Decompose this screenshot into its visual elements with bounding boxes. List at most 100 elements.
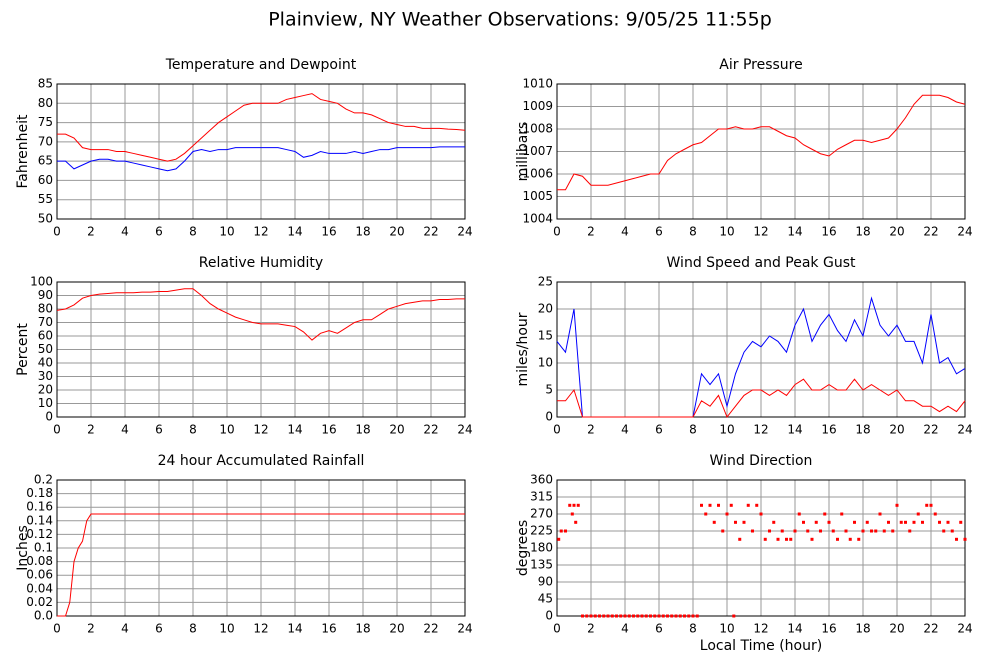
data-point — [810, 537, 814, 541]
data-point — [746, 503, 750, 507]
x-tick-label: 4 — [621, 225, 629, 239]
x-tick-label: 16 — [821, 622, 836, 636]
y-tick-label: 0.08 — [26, 554, 53, 568]
x-tick-label: 2 — [87, 225, 95, 239]
panel-title: Wind Direction — [710, 453, 813, 469]
data-point — [933, 512, 937, 516]
data-point — [848, 537, 852, 541]
y-tick-label: 90 — [538, 575, 553, 589]
data-point — [925, 503, 929, 507]
data-point — [559, 529, 563, 533]
data-point — [789, 537, 793, 541]
x-tick-label: 16 — [321, 622, 336, 636]
data-point — [895, 503, 899, 507]
x-tick-label: 6 — [655, 225, 663, 239]
y-tick-label: 45 — [538, 592, 553, 606]
y-tick-label: 80 — [38, 302, 53, 316]
data-point — [721, 529, 725, 533]
y-tick-label: 0.06 — [26, 568, 53, 582]
x-tick-label: 10 — [719, 622, 734, 636]
x-tick-label: 10 — [219, 225, 234, 239]
y-tick-label: 10 — [38, 396, 53, 410]
x-tick-label: 18 — [855, 225, 870, 239]
data-point — [708, 503, 712, 507]
y-tick-label: 20 — [38, 383, 53, 397]
x-tick-label: 4 — [621, 423, 629, 437]
y-tick-label: 1009 — [522, 99, 553, 113]
data-point — [598, 614, 601, 618]
data-point — [695, 614, 699, 618]
y-tick-label: 0 — [545, 410, 553, 424]
y-tick-label: 15 — [538, 329, 553, 343]
data-line — [57, 93, 466, 162]
data-point — [593, 614, 597, 618]
panel-title: 24 hour Accumulated Rainfall — [158, 453, 365, 469]
x-tick-label: 22 — [423, 423, 438, 437]
data-point — [636, 614, 640, 618]
x-tick-label: 6 — [155, 622, 163, 636]
x-tick-label: 8 — [189, 423, 197, 437]
y-tick-label: 85 — [38, 77, 53, 91]
plot-frame — [56, 479, 466, 617]
x-tick-label: 4 — [121, 423, 129, 437]
data-point — [819, 529, 822, 533]
data-point — [857, 537, 861, 541]
data-point — [674, 614, 678, 618]
x-tick-label: 24 — [957, 423, 972, 437]
data-point — [666, 614, 669, 618]
y-tick-label: 55 — [38, 192, 53, 206]
x-tick-label: 14 — [787, 423, 802, 437]
data-point — [717, 503, 720, 507]
y-tick-label: 1006 — [522, 167, 553, 181]
x-tick-label: 0 — [553, 622, 561, 636]
data-point — [574, 520, 578, 524]
x-tick-label: 20 — [889, 423, 904, 437]
data-point — [644, 614, 648, 618]
data-point — [916, 512, 920, 516]
data-point — [840, 512, 844, 516]
x-tick-label: 8 — [689, 225, 697, 239]
x-tick-label: 10 — [719, 423, 734, 437]
data-point — [950, 529, 954, 533]
x-tick-label: 22 — [923, 622, 938, 636]
data-point — [725, 512, 729, 516]
y-tick-label: 225 — [530, 524, 553, 538]
data-point — [602, 614, 606, 618]
data-point — [942, 529, 946, 533]
data-point — [946, 520, 950, 524]
y-tick-label: 1010 — [522, 77, 553, 91]
y-axis-label: Percent — [15, 323, 31, 376]
x-tick-label: 6 — [655, 622, 663, 636]
data-point — [780, 529, 784, 533]
data-point — [732, 614, 736, 618]
x-tick-label: 16 — [821, 225, 836, 239]
panel-title: Temperature and Dewpoint — [165, 57, 357, 73]
data-point — [887, 520, 890, 524]
x-tick-label: 4 — [621, 622, 629, 636]
x-tick-label: 0 — [553, 225, 561, 239]
data-point — [938, 520, 941, 524]
data-point — [742, 520, 746, 524]
data-point — [589, 614, 593, 618]
x-tick-label: 20 — [389, 622, 404, 636]
x-tick-label: 6 — [155, 423, 163, 437]
data-point — [853, 520, 856, 524]
x-tick-label: 0 — [53, 423, 61, 437]
data-point — [712, 520, 716, 524]
data-point — [763, 537, 767, 541]
x-tick-label: 10 — [219, 423, 234, 437]
x-tick-label: 22 — [923, 225, 938, 239]
x-tick-label: 8 — [689, 423, 697, 437]
data-point — [874, 529, 878, 533]
y-tick-label: 25 — [538, 275, 553, 289]
data-point — [891, 529, 895, 533]
x-tick-label: 24 — [957, 225, 972, 239]
x-tick-label: 18 — [355, 225, 370, 239]
x-tick-label: 4 — [121, 622, 129, 636]
x-tick-label: 6 — [155, 225, 163, 239]
plot-frame — [56, 281, 466, 418]
x-tick-label: 14 — [287, 423, 302, 437]
x-tick-label: 12 — [253, 225, 268, 239]
